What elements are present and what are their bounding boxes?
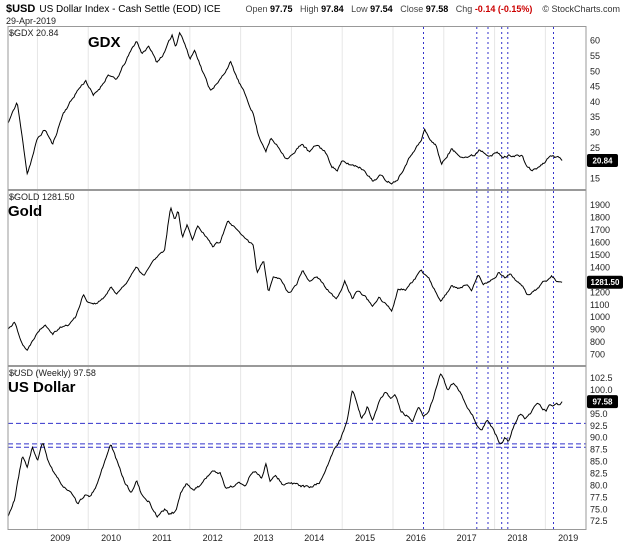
panel-gdx: 6055504540353025201520.84 $GDX 20.84 GDX <box>0 26 624 190</box>
svg-text:77.5: 77.5 <box>590 492 608 502</box>
svg-text:1900: 1900 <box>590 200 610 210</box>
gdx-legend-text: $GDX 20.84 <box>9 28 59 38</box>
svg-text:55: 55 <box>590 51 600 61</box>
svg-text:2017: 2017 <box>457 533 477 543</box>
high-value: 97.84 <box>321 4 344 14</box>
gdx-legend: $GDX 20.84 <box>9 28 59 38</box>
svg-text:95.0: 95.0 <box>590 409 608 419</box>
open-value: 97.75 <box>270 4 293 14</box>
open-label: Open <box>245 4 268 14</box>
svg-text:100.0: 100.0 <box>590 385 613 395</box>
svg-text:1400: 1400 <box>590 262 610 272</box>
svg-text:50: 50 <box>590 66 600 76</box>
svg-text:2009: 2009 <box>50 533 70 543</box>
svg-text:20.84: 20.84 <box>592 157 613 166</box>
svg-text:72.5: 72.5 <box>590 516 608 526</box>
panel-gold: 1900180017001600150014001300120011001000… <box>0 190 624 366</box>
svg-text:30: 30 <box>590 128 600 138</box>
svg-text:1700: 1700 <box>590 225 610 235</box>
svg-text:2012: 2012 <box>203 533 223 543</box>
usd-label: US Dollar <box>8 379 76 396</box>
chg-label: Chg <box>455 4 473 14</box>
svg-text:40: 40 <box>590 97 600 107</box>
svg-text:1100: 1100 <box>590 300 609 310</box>
svg-text:1500: 1500 <box>590 250 610 260</box>
close-label: Close <box>400 4 424 14</box>
svg-text:80.0: 80.0 <box>590 480 608 490</box>
high-label: High <box>300 4 319 14</box>
mini-chart-icon <box>9 193 18 200</box>
svg-text:25: 25 <box>590 143 600 153</box>
svg-text:1800: 1800 <box>590 213 610 223</box>
gold-legend-text: $GOLD 1281.50 <box>9 192 75 202</box>
close-value: 97.58 <box>425 4 449 14</box>
svg-text:2013: 2013 <box>253 533 273 543</box>
svg-text:60: 60 <box>590 36 600 46</box>
svg-text:1600: 1600 <box>590 238 610 248</box>
chart-header: $USD US Dollar Index - Cash Settle (EOD)… <box>0 0 624 26</box>
svg-text:800: 800 <box>590 337 605 347</box>
x-axis: 2009 2010 2011 2012 2013 2014 2015 2016 2017 2018… <box>0 530 624 547</box>
chart-title: US Dollar Index - Cash Settle (EOD) ICE <box>39 4 221 15</box>
svg-text:2016: 2016 <box>406 533 426 543</box>
gdx-label: GDX <box>88 34 121 51</box>
gold-plot: 1900180017001600150014001300120011001000… <box>7 190 623 366</box>
chart-date: 29-Apr-2019 <box>6 16 57 26</box>
copyright-text: © StockCharts.com <box>542 4 620 14</box>
svg-text:35: 35 <box>590 112 600 122</box>
ticker-symbol: $USD <box>6 3 36 15</box>
svg-text:15: 15 <box>590 173 600 183</box>
svg-text:2014: 2014 <box>304 533 324 543</box>
gold-legend: $GOLD 1281.50 <box>9 192 75 202</box>
usd-plot: 102.5100.097.595.092.590.087.585.082.580… <box>7 366 618 530</box>
svg-text:85.0: 85.0 <box>590 457 608 467</box>
usd-legend-text: $USD (Weekly) 97.58 <box>9 368 96 378</box>
svg-text:900: 900 <box>590 325 605 335</box>
panel-usd: 102.5100.097.595.092.590.087.585.082.580… <box>0 366 624 530</box>
low-value: 97.54 <box>370 4 393 14</box>
ohlc-row: Open 97.75 High 97.84 Low 97.54 Close 97… <box>240 4 532 14</box>
svg-text:2018: 2018 <box>507 533 527 543</box>
svg-text:700: 700 <box>590 350 605 360</box>
svg-text:92.5: 92.5 <box>590 421 608 431</box>
header-title-row: $USD US Dollar Index - Cash Settle (EOD)… <box>6 3 620 15</box>
svg-text:45: 45 <box>590 82 600 92</box>
svg-text:2011: 2011 <box>152 533 171 543</box>
svg-text:75.0: 75.0 <box>590 504 608 514</box>
mini-chart-icon <box>9 369 18 376</box>
gdx-plot: 6055504540353025201520.84 <box>7 26 618 190</box>
svg-text:102.5: 102.5 <box>590 373 613 383</box>
svg-text:1000: 1000 <box>590 312 610 322</box>
svg-text:1281.50: 1281.50 <box>591 278 620 287</box>
svg-text:87.5: 87.5 <box>590 445 608 455</box>
mini-chart-icon <box>9 29 18 36</box>
low-label: Low <box>351 4 368 14</box>
svg-text:2019: 2019 <box>558 533 578 543</box>
svg-text:90.0: 90.0 <box>590 433 608 443</box>
svg-text:82.5: 82.5 <box>590 469 608 479</box>
svg-text:2015: 2015 <box>355 533 375 543</box>
svg-text:2010: 2010 <box>101 533 121 543</box>
svg-text:1200: 1200 <box>590 287 610 297</box>
chg-value: -0.14 (-0.15%) <box>474 4 533 14</box>
usd-legend: $USD (Weekly) 97.58 <box>9 368 96 378</box>
svg-text:97.58: 97.58 <box>592 398 613 407</box>
x-axis-labels: 2009 2010 2011 2012 2013 2014 2015 2016 2017 2018… <box>50 533 578 543</box>
gold-label: Gold <box>8 203 43 220</box>
